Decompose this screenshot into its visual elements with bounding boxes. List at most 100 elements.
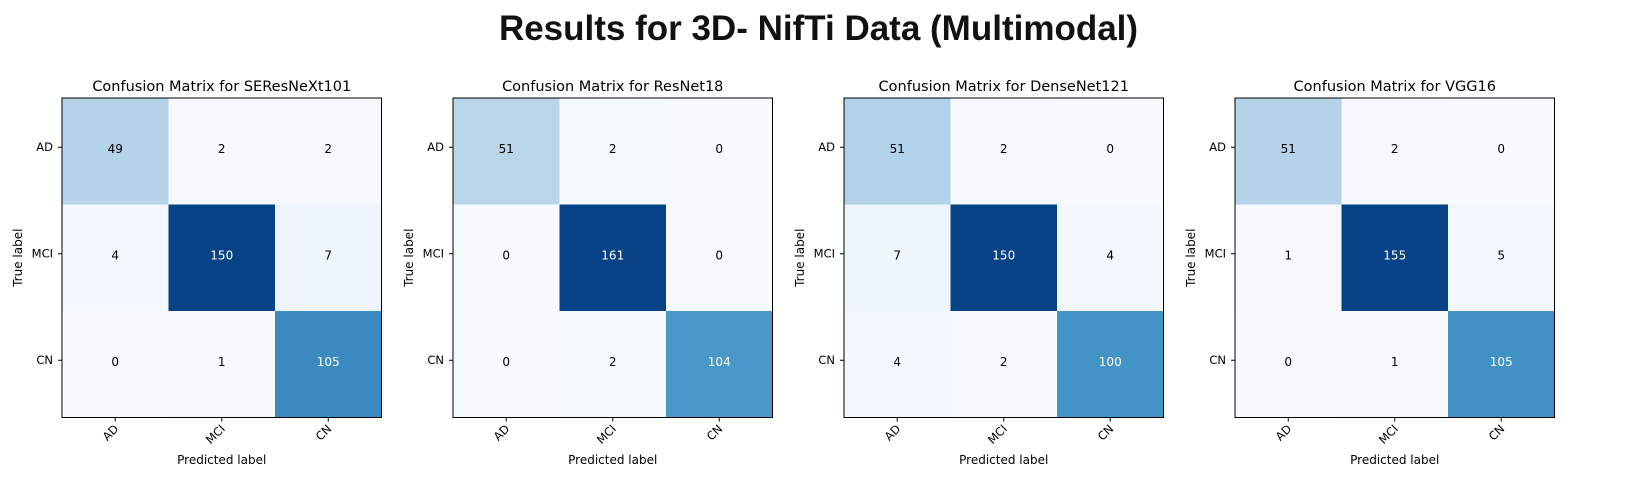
cell-value-label: 105: [317, 355, 340, 369]
y-tick-label: MCI: [423, 246, 444, 260]
cell-value-label: 161: [601, 248, 624, 262]
heatmap-cell: [844, 311, 951, 418]
cell-value-label: 0: [1497, 142, 1505, 156]
cell-value-label: 7: [893, 248, 901, 262]
y-tick-label: CN: [818, 353, 835, 367]
confusion-matrix-2: Confusion Matrix for ResNet18 51 2 0 0 161 0 0 2…: [402, 79, 773, 467]
cell-value-label: 0: [502, 355, 510, 369]
cell-value-label: 0: [502, 248, 510, 262]
heatmap-cell: [950, 98, 1058, 205]
x-axis-label: Predicted label: [1350, 453, 1439, 467]
cell-value-label: 51: [499, 142, 514, 156]
cell-value-label: 1: [1284, 248, 1292, 262]
y-axis-label: True label: [11, 229, 25, 288]
heatmap-cell: [1057, 204, 1164, 312]
cell-value-label: 0: [111, 355, 119, 369]
heatmap-cell: [453, 98, 560, 205]
cell-value-label: 150: [210, 248, 233, 262]
heatmap-cell: [168, 204, 276, 312]
heatmap-cell: [275, 311, 382, 418]
cell-value-label: 104: [708, 355, 731, 369]
cell-value-label: 51: [1281, 142, 1296, 156]
heatmap-cell: [666, 311, 773, 418]
heatmap-cell: [275, 204, 382, 312]
y-tick-label: MCI: [814, 246, 835, 260]
heatmap-cell: [666, 98, 773, 205]
x-tick-label: MCI: [203, 422, 228, 447]
heatmap-cell: [453, 204, 560, 312]
heatmap-cell: [950, 204, 1058, 312]
heatmap-cell: [844, 98, 951, 205]
x-tick-label: CN: [704, 422, 726, 444]
y-tick-label: CN: [1209, 353, 1226, 367]
y-tick-label: AD: [427, 140, 444, 154]
heatmap-cell: [168, 311, 276, 418]
heatmap-cell: [950, 311, 1058, 418]
heatmap-cell: [1341, 204, 1449, 312]
cell-value-label: 150: [992, 248, 1015, 262]
heatmap-cell: [559, 311, 667, 418]
cell-value-label: 2: [324, 142, 332, 156]
cell-value-label: 2: [218, 142, 226, 156]
heatmap-cell: [1057, 98, 1164, 205]
y-tick-label: AD: [36, 140, 53, 154]
y-tick-label: CN: [427, 353, 444, 367]
cell-value-label: 49: [108, 142, 123, 156]
confusion-matrix-1: Confusion Matrix for SEResNeXt101 49 2 2 4 15…: [11, 79, 382, 467]
chart-title: Confusion Matrix for VGG16: [1294, 79, 1496, 95]
y-tick-label: AD: [818, 140, 835, 154]
x-axis-label: Predicted label: [177, 453, 266, 467]
confusion-matrix-3: Confusion Matrix for DenseNet121 51 2 0 7 150…: [793, 79, 1164, 467]
x-tick-label: MCI: [594, 422, 619, 447]
cell-value-label: 5: [1497, 248, 1505, 262]
heatmap-cell: [62, 204, 169, 312]
heatmap-cell: [62, 98, 169, 205]
heatmap-cell: [62, 311, 169, 418]
heatmap-cell: [1341, 98, 1449, 205]
heatmap-cell: [844, 204, 951, 312]
heatmap-cell: [1448, 311, 1555, 418]
heatmap-cell: [1235, 98, 1342, 205]
cell-value-label: 0: [1284, 355, 1292, 369]
x-axis-label: Predicted label: [959, 453, 1048, 467]
cell-value-label: 0: [1106, 142, 1114, 156]
x-tick-label: MCI: [1376, 422, 1401, 447]
cell-value-label: 100: [1099, 355, 1122, 369]
heatmap-cell: [453, 311, 560, 418]
cell-value-label: 1: [218, 355, 226, 369]
cell-value-label: 0: [715, 142, 723, 156]
cell-value-label: 1: [1391, 355, 1399, 369]
y-tick-label: MCI: [32, 246, 53, 260]
heatmap-cell: [559, 204, 667, 312]
cell-value-label: 51: [890, 142, 905, 156]
page-title: Results for 3D- NifTi Data (Multimodal): [498, 9, 1139, 48]
heatmap-cell: [275, 98, 382, 205]
x-tick-label: AD: [100, 422, 122, 444]
x-tick-label: CN: [1486, 422, 1508, 444]
y-tick-label: CN: [36, 353, 53, 367]
x-tick-label: AD: [882, 422, 904, 444]
chart-title: Confusion Matrix for ResNet18: [502, 79, 723, 95]
x-tick-label: AD: [491, 422, 513, 444]
y-axis-label: True label: [1184, 229, 1198, 288]
y-tick-label: MCI: [1205, 246, 1226, 260]
chart-title: Confusion Matrix for SEResNeXt101: [92, 79, 351, 95]
x-tick-label: MCI: [985, 422, 1010, 447]
heatmap-cell: [1448, 98, 1555, 205]
heatmap-cell: [666, 204, 773, 312]
x-tick-label: AD: [1273, 422, 1295, 444]
heatmap-cell: [559, 98, 667, 205]
confusion-matrix-4: Confusion Matrix for VGG16 51 2 0 1 155 5 0 1 105…: [1184, 79, 1555, 467]
heatmap-cell: [1341, 311, 1449, 418]
cell-value-label: 105: [1490, 355, 1513, 369]
chart-title: Confusion Matrix for DenseNet121: [879, 79, 1129, 95]
heatmap-cell: [1235, 311, 1342, 418]
y-axis-label: True label: [793, 229, 807, 288]
cell-value-label: 2: [1000, 142, 1008, 156]
heatmap-cell: [1057, 311, 1164, 418]
cell-value-label: 2: [1000, 355, 1008, 369]
x-axis-label: Predicted label: [568, 453, 657, 467]
cell-value-label: 2: [609, 142, 617, 156]
y-axis-label: True label: [402, 229, 416, 288]
